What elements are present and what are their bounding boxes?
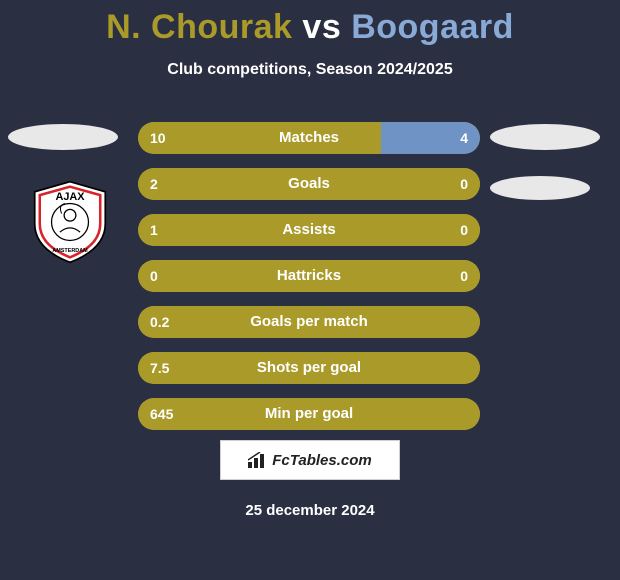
stat-row: Shots per goal7.5 — [138, 352, 480, 384]
stat-row: Assists1 0 — [138, 214, 480, 246]
stat-row: Goals2 0 — [138, 168, 480, 200]
stat-label: Hattricks — [138, 260, 480, 292]
svg-text:AMSTERDAM: AMSTERDAM — [52, 248, 88, 254]
player1-photo-placeholder — [8, 124, 118, 150]
fctables-logo: FcTables.com — [220, 440, 400, 480]
player2-photo-placeholder — [490, 124, 600, 150]
stat-label: Assists — [138, 214, 480, 246]
stat-label: Goals per match — [138, 306, 480, 338]
player1-name: N. Chourak — [106, 8, 292, 46]
player1-club-badge: AJAX AMSTERDAM — [28, 180, 112, 264]
stat-value-right: 0 — [460, 214, 468, 246]
stat-value-right: 0 — [460, 168, 468, 200]
stat-value-left: 2 — [150, 168, 158, 200]
player2-name: Boogaard — [351, 8, 514, 46]
stat-row: Hattricks0 0 — [138, 260, 480, 292]
stats-panel: Matches104Goals20Assists10Hattricks00Goa… — [138, 122, 480, 444]
stat-value-right: 0 — [460, 260, 468, 292]
infographic-container: N. Chourak vs Boogaard Club competitions… — [0, 0, 620, 580]
stat-value-right: 4 — [460, 122, 468, 154]
ajax-badge-icon: AJAX AMSTERDAM — [28, 180, 112, 264]
stat-label: Min per goal — [138, 398, 480, 430]
stat-value-left: 10 — [150, 122, 166, 154]
stat-label: Goals — [138, 168, 480, 200]
footer-date: 25 december 2024 — [0, 502, 620, 519]
chart-icon — [248, 452, 268, 468]
subtitle-text: Club competitions, Season 2024/2025 — [0, 61, 620, 79]
stat-label: Matches — [138, 122, 480, 154]
stat-value-left: 7.5 — [150, 352, 169, 384]
svg-text:AJAX: AJAX — [55, 191, 85, 203]
stat-row: Goals per match0.2 — [138, 306, 480, 338]
stat-row: Matches10 4 — [138, 122, 480, 154]
stat-value-left: 1 — [150, 214, 158, 246]
stat-row: Min per goal645 — [138, 398, 480, 430]
stat-value-left: 645 — [150, 398, 173, 430]
player2-club-placeholder — [490, 176, 590, 200]
page-title: N. Chourak vs Boogaard — [0, 0, 620, 47]
footer-logo-text: FcTables.com — [272, 452, 371, 469]
stat-value-left: 0.2 — [150, 306, 169, 338]
stat-value-left: 0 — [150, 260, 158, 292]
stat-label: Shots per goal — [138, 352, 480, 384]
vs-text: vs — [302, 8, 341, 46]
